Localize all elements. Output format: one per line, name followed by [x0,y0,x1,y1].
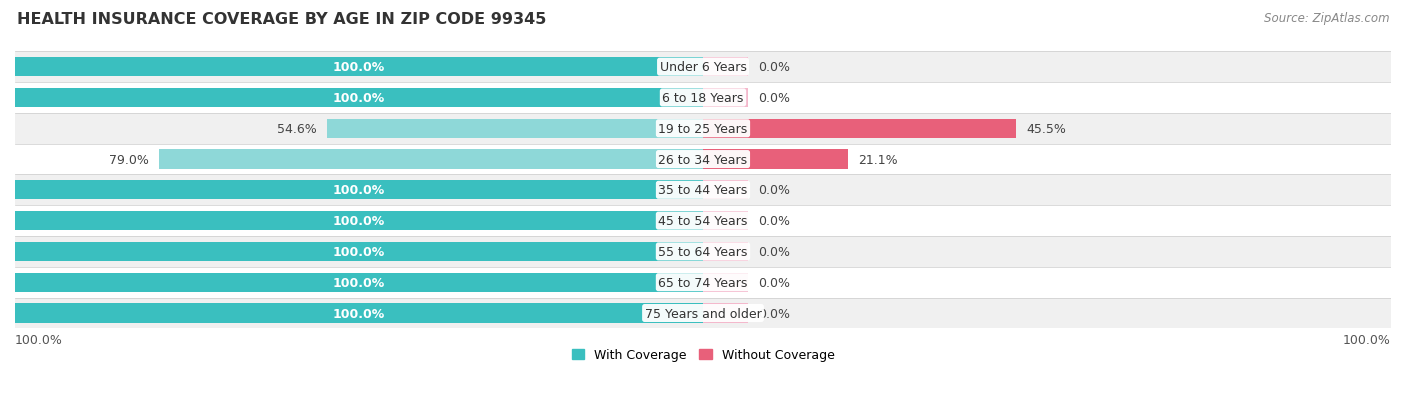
Bar [703,181,748,200]
Text: 35 to 44 Years: 35 to 44 Years [658,184,748,197]
Text: 100.0%: 100.0% [333,307,385,320]
Text: 100.0%: 100.0% [333,245,385,258]
Bar [703,58,748,77]
Text: 6 to 18 Years: 6 to 18 Years [662,92,744,105]
Text: HEALTH INSURANCE COVERAGE BY AGE IN ZIP CODE 99345: HEALTH INSURANCE COVERAGE BY AGE IN ZIP … [17,12,547,27]
Text: 100.0%: 100.0% [333,61,385,74]
Bar [15,181,703,200]
Bar [703,273,748,292]
Bar [15,242,703,261]
Bar [703,119,1017,138]
Text: 0.0%: 0.0% [758,61,790,74]
Text: 21.1%: 21.1% [859,153,898,166]
Bar [703,242,748,261]
Text: 0.0%: 0.0% [758,245,790,258]
Bar [15,144,1391,175]
Text: 54.6%: 54.6% [277,122,316,135]
Bar [703,304,748,323]
Bar [15,267,1391,298]
Bar [15,237,1391,267]
Bar [159,150,703,169]
Bar [703,211,748,230]
Text: 65 to 74 Years: 65 to 74 Years [658,276,748,289]
Text: 0.0%: 0.0% [758,215,790,228]
Text: 45.5%: 45.5% [1026,122,1066,135]
Text: 100.0%: 100.0% [333,184,385,197]
Text: 100.0%: 100.0% [1343,333,1391,346]
Legend: With Coverage, Without Coverage: With Coverage, Without Coverage [567,344,839,367]
Bar [15,298,1391,329]
Bar [15,206,1391,237]
Text: 55 to 64 Years: 55 to 64 Years [658,245,748,258]
Bar [15,114,1391,144]
Text: 100.0%: 100.0% [333,276,385,289]
Text: 0.0%: 0.0% [758,184,790,197]
Text: Source: ZipAtlas.com: Source: ZipAtlas.com [1264,12,1389,25]
Text: 0.0%: 0.0% [758,307,790,320]
Bar [15,273,703,292]
Text: 100.0%: 100.0% [333,92,385,105]
Bar [703,150,848,169]
Bar [15,83,1391,114]
Bar [15,175,1391,206]
Text: Under 6 Years: Under 6 Years [659,61,747,74]
Bar [703,89,748,108]
Bar [328,119,703,138]
Bar [15,304,703,323]
Text: 19 to 25 Years: 19 to 25 Years [658,122,748,135]
Text: 100.0%: 100.0% [15,333,63,346]
Text: 100.0%: 100.0% [333,215,385,228]
Text: 45 to 54 Years: 45 to 54 Years [658,215,748,228]
Bar [15,211,703,230]
Text: 0.0%: 0.0% [758,276,790,289]
Text: 0.0%: 0.0% [758,92,790,105]
Bar [15,89,703,108]
Bar [15,58,703,77]
Text: 26 to 34 Years: 26 to 34 Years [658,153,748,166]
Bar [15,52,1391,83]
Text: 79.0%: 79.0% [110,153,149,166]
Text: 75 Years and older: 75 Years and older [644,307,762,320]
